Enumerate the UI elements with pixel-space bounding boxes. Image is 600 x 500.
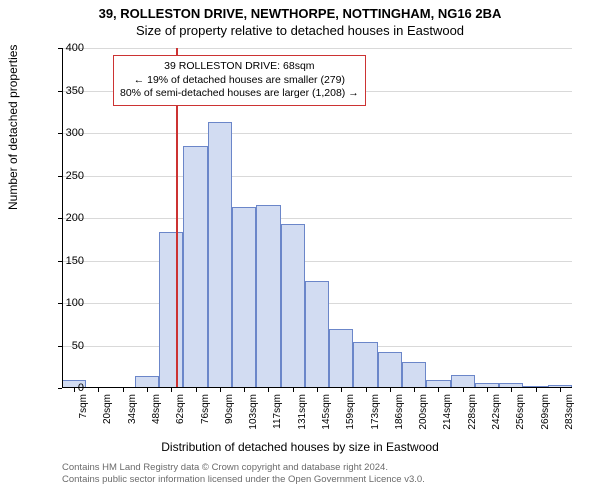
x-tick-mark [268, 388, 269, 392]
x-tick-mark [171, 388, 172, 392]
x-tick-label: 200sqm [418, 394, 429, 430]
x-tick-mark [390, 388, 391, 392]
x-tick-label: 269sqm [540, 394, 551, 430]
x-tick-label: 283sqm [564, 394, 575, 430]
grid-line [62, 218, 572, 219]
footer-line: Contains public sector information licen… [62, 474, 425, 486]
histogram-bar [159, 232, 183, 388]
x-tick-label: 76sqm [200, 394, 211, 424]
x-tick-label: 48sqm [151, 394, 162, 424]
x-tick-label: 173sqm [370, 394, 381, 430]
x-tick-label: 117sqm [272, 394, 283, 429]
x-tick-label: 34sqm [127, 394, 138, 424]
x-axis-label: Distribution of detached houses by size … [0, 440, 600, 454]
annotation-line: 39 ROLLESTON DRIVE: 68sqm [120, 60, 359, 74]
x-tick-label: 145sqm [321, 394, 332, 430]
y-tick-label: 400 [66, 42, 84, 54]
x-tick-label: 228sqm [467, 394, 478, 430]
x-tick-mark [366, 388, 367, 392]
x-tick-mark [123, 388, 124, 392]
grid-line [62, 261, 572, 262]
x-tick-label: 62sqm [175, 394, 186, 424]
x-axis-line [62, 387, 572, 388]
annotation-line: ← 19% of detached houses are smaller (27… [120, 74, 359, 88]
footer-attribution: Contains HM Land Registry data © Crown c… [62, 462, 425, 487]
histogram-bar [281, 224, 305, 388]
x-tick-mark [511, 388, 512, 392]
x-tick-mark [196, 388, 197, 392]
annotation-box: 39 ROLLESTON DRIVE: 68sqm ← 19% of detac… [113, 55, 366, 106]
x-tick-label: 242sqm [491, 394, 502, 430]
x-tick-label: 20sqm [102, 394, 113, 424]
y-tick-label: 350 [66, 85, 84, 97]
x-tick-mark [147, 388, 148, 392]
y-tick-mark [58, 388, 62, 389]
x-tick-mark [74, 388, 75, 392]
x-tick-mark [487, 388, 488, 392]
y-tick-label: 200 [66, 212, 84, 224]
x-tick-label: 186sqm [394, 394, 405, 430]
x-tick-mark [98, 388, 99, 392]
y-tick-label: 250 [66, 170, 84, 182]
histogram-bar [183, 146, 207, 388]
histogram-bar [208, 122, 232, 388]
x-tick-label: 131sqm [297, 394, 308, 430]
x-tick-mark [536, 388, 537, 392]
title-main: 39, ROLLESTON DRIVE, NEWTHORPE, NOTTINGH… [0, 0, 600, 21]
x-tick-label: 103sqm [248, 394, 259, 430]
grid-line [62, 176, 572, 177]
x-tick-mark [341, 388, 342, 392]
y-tick-label: 300 [66, 127, 84, 139]
x-tick-label: 214sqm [442, 394, 453, 430]
x-tick-label: 7sqm [78, 394, 89, 418]
y-tick-label: 150 [66, 255, 84, 267]
x-tick-mark [414, 388, 415, 392]
y-axis-line [62, 48, 63, 388]
histogram-bar [256, 205, 280, 388]
histogram-bar [353, 342, 377, 388]
x-tick-label: 90sqm [224, 394, 235, 424]
annotation-line: 80% of semi-detached houses are larger (… [120, 87, 359, 101]
x-tick-mark [220, 388, 221, 392]
x-tick-label: 256sqm [515, 394, 526, 430]
histogram-bar [378, 352, 402, 388]
title-sub: Size of property relative to detached ho… [0, 21, 600, 38]
histogram-bar [232, 207, 256, 388]
x-tick-mark [293, 388, 294, 392]
grid-line [62, 48, 572, 49]
histogram-bar [402, 362, 426, 388]
x-tick-mark [560, 388, 561, 392]
y-tick-label: 100 [66, 297, 84, 309]
y-axis-label: Number of detached properties [6, 45, 20, 210]
histogram-bar [329, 329, 353, 388]
x-tick-label: 159sqm [345, 394, 356, 430]
footer-line: Contains HM Land Registry data © Crown c… [62, 462, 425, 474]
x-tick-mark [317, 388, 318, 392]
grid-line [62, 133, 572, 134]
histogram-bar [305, 281, 329, 388]
y-tick-label: 0 [78, 382, 84, 394]
y-tick-label: 50 [72, 340, 84, 352]
x-tick-mark [438, 388, 439, 392]
x-tick-mark [244, 388, 245, 392]
x-tick-mark [463, 388, 464, 392]
